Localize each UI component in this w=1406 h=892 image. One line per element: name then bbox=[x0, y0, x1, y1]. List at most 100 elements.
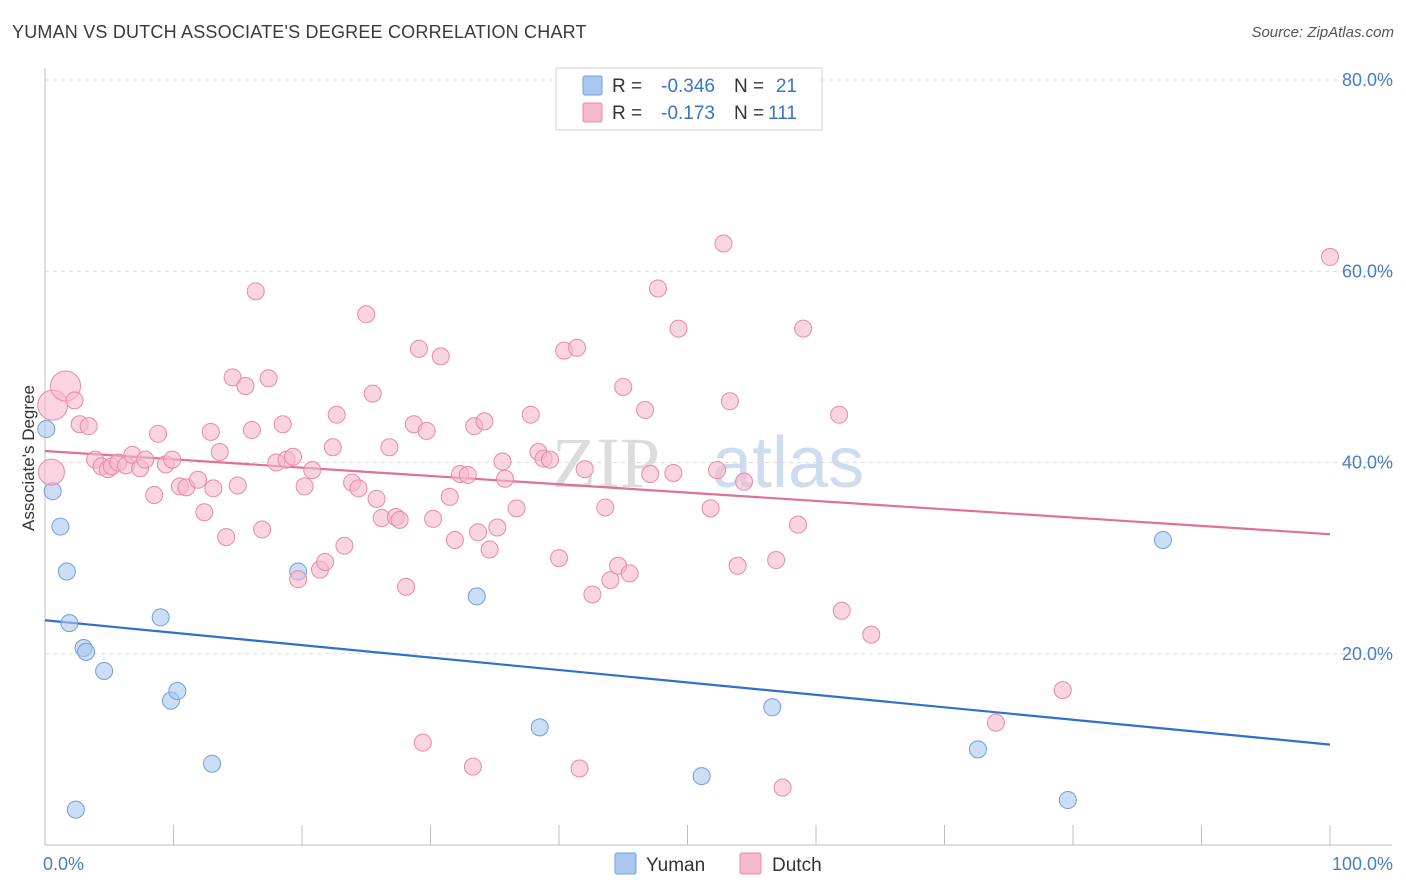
point-dutch-60 bbox=[431, 347, 450, 366]
point-dutch-94 bbox=[714, 234, 733, 253]
point-dutch-33 bbox=[259, 369, 278, 388]
point-dutch-76 bbox=[541, 450, 560, 469]
point-dutch-30 bbox=[242, 420, 261, 439]
trend-line-dutch bbox=[44, 449, 1331, 536]
point-dutch-79 bbox=[567, 338, 586, 357]
point-dutch-99 bbox=[773, 778, 792, 797]
point-dutch-88 bbox=[641, 464, 660, 483]
series-dutch bbox=[37, 234, 1339, 797]
point-yuman-0 bbox=[37, 420, 56, 439]
point-dutch-4 bbox=[79, 417, 98, 436]
legend-r-value-yuman: -0.346 bbox=[661, 76, 715, 97]
x-tick-label-0: 0.0% bbox=[43, 854, 84, 874]
point-yuman-14 bbox=[467, 587, 486, 606]
point-dutch-91 bbox=[669, 319, 688, 338]
point-yuman-10 bbox=[168, 682, 187, 701]
point-dutch-96 bbox=[728, 556, 747, 575]
point-dutch-24 bbox=[204, 479, 223, 498]
y-tick-label-3: 80.0% bbox=[1342, 70, 1393, 90]
point-dutch-57 bbox=[409, 339, 428, 358]
point-yuman-15 bbox=[530, 718, 549, 737]
point-dutch-26 bbox=[217, 528, 236, 547]
point-dutch-2 bbox=[65, 391, 84, 410]
point-yuman-11 bbox=[203, 754, 222, 773]
point-yuman-17 bbox=[763, 698, 782, 717]
point-dutch-31 bbox=[246, 282, 265, 301]
point-dutch-109 bbox=[1321, 247, 1339, 266]
bottom-legend-swatch-yuman bbox=[614, 852, 637, 875]
point-dutch-32 bbox=[253, 520, 272, 539]
point-dutch-42 bbox=[316, 552, 335, 571]
point-dutch-105 bbox=[413, 733, 432, 752]
point-dutch-25 bbox=[210, 442, 229, 461]
point-dutch-82 bbox=[596, 498, 615, 517]
point-dutch-50 bbox=[367, 489, 386, 508]
point-dutch-38 bbox=[289, 570, 308, 589]
legend-r-value-dutch: -0.173 bbox=[661, 103, 715, 124]
y-tick-label-0: 20.0% bbox=[1342, 644, 1393, 664]
point-dutch-39 bbox=[295, 477, 314, 496]
point-yuman-7 bbox=[95, 661, 114, 680]
point-dutch-55 bbox=[397, 577, 416, 596]
point-dutch-93 bbox=[708, 461, 727, 480]
point-dutch-16 bbox=[149, 424, 168, 443]
point-dutch-21 bbox=[188, 470, 207, 489]
point-dutch-5 bbox=[37, 458, 65, 486]
point-dutch-66 bbox=[469, 523, 488, 542]
y-axis-title: Associate's Degree bbox=[19, 385, 38, 531]
point-yuman-16 bbox=[692, 767, 711, 786]
point-yuman-8 bbox=[151, 608, 170, 627]
bottom-legend: Yuman Dutch bbox=[614, 852, 822, 876]
trend-lines bbox=[44, 449, 1331, 746]
trend-line-yuman bbox=[44, 619, 1331, 746]
point-dutch-54 bbox=[390, 510, 409, 529]
point-dutch-85 bbox=[614, 377, 633, 396]
point-dutch-98 bbox=[767, 551, 786, 570]
point-dutch-80 bbox=[575, 460, 594, 479]
point-dutch-23 bbox=[201, 422, 220, 441]
legend: R = -0.346 N = 21 R = -0.173 N = 111 bbox=[555, 67, 823, 131]
point-dutch-27 bbox=[223, 368, 242, 387]
point-dutch-68 bbox=[480, 540, 499, 559]
point-dutch-81 bbox=[583, 585, 602, 604]
point-dutch-44 bbox=[327, 405, 346, 424]
point-dutch-110 bbox=[570, 759, 589, 778]
x-tick-label-1: 100.0% bbox=[1332, 854, 1393, 874]
legend-swatch-yuman bbox=[582, 75, 603, 96]
legend-r-label-dutch: R = bbox=[612, 103, 642, 124]
point-yuman-19 bbox=[1058, 791, 1077, 810]
point-dutch-69 bbox=[488, 518, 507, 537]
point-dutch-73 bbox=[521, 405, 540, 424]
point-dutch-70 bbox=[493, 452, 512, 471]
point-dutch-107 bbox=[986, 713, 1005, 732]
point-dutch-87 bbox=[636, 400, 655, 419]
point-dutch-103 bbox=[832, 601, 851, 620]
point-dutch-106 bbox=[463, 757, 482, 776]
point-dutch-43 bbox=[323, 438, 342, 457]
legend-r-label-yuman: R = bbox=[612, 76, 642, 97]
point-dutch-97 bbox=[735, 472, 754, 491]
point-dutch-35 bbox=[273, 415, 292, 434]
point-yuman-3 bbox=[57, 562, 76, 581]
x-tick-labels: 0.0% 100.0% bbox=[43, 854, 1393, 874]
point-dutch-101 bbox=[794, 319, 813, 338]
y-tick-label-1: 40.0% bbox=[1342, 453, 1393, 473]
point-dutch-89 bbox=[648, 279, 667, 298]
point-dutch-83 bbox=[601, 571, 620, 590]
point-dutch-77 bbox=[550, 549, 568, 568]
chart-title: YUMAN VS DUTCH ASSOCIATE'S DEGREE CORREL… bbox=[12, 22, 587, 42]
point-dutch-22 bbox=[195, 503, 214, 522]
point-yuman-2 bbox=[51, 517, 70, 536]
y-tick-label-2: 60.0% bbox=[1342, 261, 1393, 281]
point-yuman-4 bbox=[60, 614, 79, 633]
series-yuman bbox=[37, 420, 1172, 819]
point-dutch-40 bbox=[303, 461, 322, 480]
legend-n-value-yuman: 21 bbox=[776, 76, 797, 97]
point-dutch-45 bbox=[335, 536, 354, 555]
axes bbox=[44, 68, 1392, 846]
point-dutch-61 bbox=[440, 487, 459, 506]
point-dutch-67 bbox=[475, 412, 494, 431]
point-dutch-100 bbox=[789, 515, 808, 534]
point-dutch-104 bbox=[862, 625, 881, 644]
point-dutch-28 bbox=[228, 476, 247, 495]
